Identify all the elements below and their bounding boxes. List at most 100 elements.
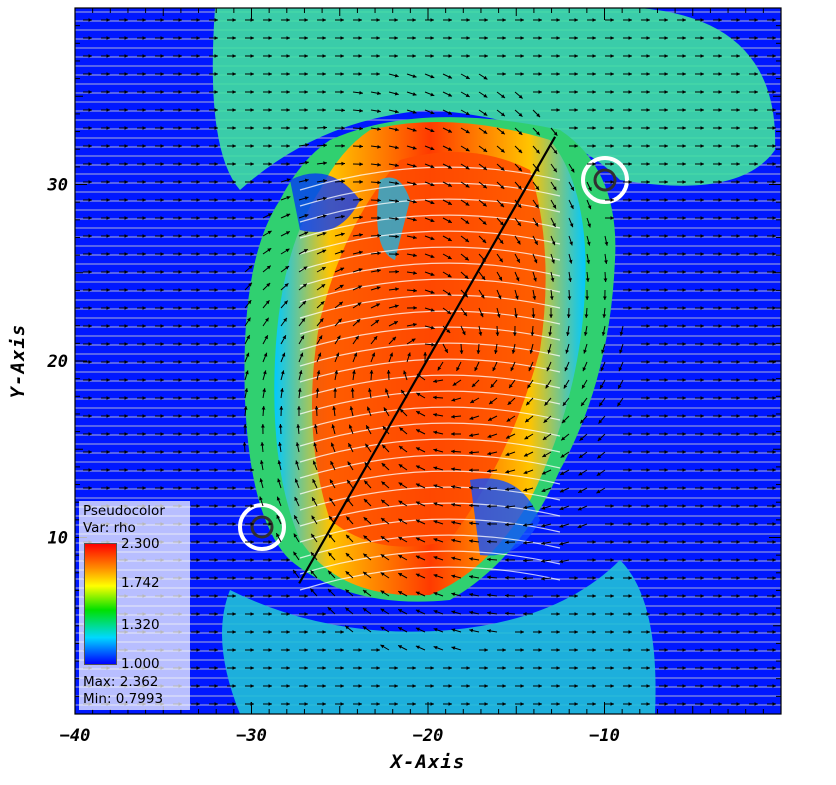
velocity-vector-head <box>268 144 272 148</box>
velocity-vector-head <box>772 522 776 526</box>
velocity-vector-head <box>682 288 686 292</box>
velocity-vector-head <box>754 18 758 22</box>
velocity-vector-head <box>106 234 110 238</box>
velocity-vector-head <box>340 36 344 40</box>
velocity-vector-head <box>304 231 309 236</box>
velocity-vector-head <box>517 203 522 208</box>
velocity-vector-head <box>381 517 385 522</box>
velocity-vector-head <box>592 648 596 652</box>
field-line <box>299 214 561 239</box>
velocity-vector-head <box>736 594 740 598</box>
velocity-vector-head <box>559 559 564 564</box>
velocity-vector-head <box>399 427 404 432</box>
velocity-vector-head <box>718 540 722 544</box>
velocity-vector-head <box>381 481 386 486</box>
velocity-vector-head <box>232 144 236 148</box>
velocity-vector-head <box>359 233 363 237</box>
velocity-vector-head <box>346 516 351 521</box>
velocity-vector-head <box>232 270 236 274</box>
velocity-vector-head <box>366 425 370 430</box>
velocity-vector-head <box>359 162 363 167</box>
velocity-vector-head <box>718 18 722 22</box>
velocity-vector-head <box>407 352 411 357</box>
velocity-vector-head <box>106 126 110 130</box>
velocity-vector-head <box>214 54 218 58</box>
velocity-vector-head <box>466 684 470 688</box>
velocity-vector-head <box>430 254 435 259</box>
velocity-vector-head <box>736 396 740 400</box>
velocity-vector-head <box>512 332 517 336</box>
velocity-vector-head <box>664 108 668 112</box>
velocity-vector-head <box>569 223 574 228</box>
velocity-vector-head <box>358 250 363 255</box>
velocity-vector-head <box>700 450 704 454</box>
velocity-vector-head <box>358 702 362 706</box>
velocity-vector-head <box>88 198 92 202</box>
velocity-vector-head <box>523 558 527 563</box>
velocity-vector-head <box>412 217 417 222</box>
velocity-vector-head <box>718 180 722 184</box>
velocity-vector-head <box>700 162 704 166</box>
velocity-vector-head <box>433 379 437 384</box>
velocity-vector-head <box>517 222 521 227</box>
velocity-vector-head <box>469 592 474 597</box>
velocity-vector-head <box>430 702 434 706</box>
velocity-vector-head <box>505 575 509 580</box>
velocity-vector-head <box>276 496 281 501</box>
velocity-vector-head <box>524 435 529 440</box>
velocity-vector-head <box>106 180 110 184</box>
velocity-vector-head <box>772 108 776 112</box>
velocity-vector-head <box>718 126 722 130</box>
velocity-vector-head <box>592 594 596 598</box>
velocity-vector-head <box>232 486 236 490</box>
velocity-vector-head <box>196 18 200 22</box>
velocity-vector-head <box>523 487 528 492</box>
velocity-vector-head <box>664 342 668 346</box>
velocity-vector-head <box>142 396 146 400</box>
velocity-vector-head <box>196 288 200 292</box>
velocity-vector-head <box>646 630 650 634</box>
velocity-vector-head <box>646 612 650 616</box>
velocity-vector-head <box>250 126 254 130</box>
velocity-vector-head <box>412 322 417 327</box>
velocity-vector-head <box>592 612 596 616</box>
velocity-vector-head <box>476 350 481 354</box>
velocity-vector-head <box>433 466 438 471</box>
velocity-vector-head <box>772 648 776 652</box>
velocity-vector-head <box>754 612 758 616</box>
velocity-vector-head <box>646 108 650 112</box>
velocity-vector-head <box>303 249 308 253</box>
velocity-vector-head <box>268 522 272 526</box>
velocity-vector-head <box>250 522 254 526</box>
velocity-vector-head <box>250 684 254 688</box>
velocity-vector-head <box>399 445 403 450</box>
velocity-vector-head <box>88 342 92 346</box>
velocity-vector-head <box>556 36 560 40</box>
velocity-vector-head <box>214 144 218 148</box>
velocity-vector-head <box>124 342 128 346</box>
velocity-vector-head <box>380 608 385 613</box>
velocity-vector-head <box>682 324 686 328</box>
velocity-vector-head <box>232 630 236 634</box>
velocity-vector-head <box>285 231 290 235</box>
velocity-vector-head <box>718 450 722 454</box>
velocity-vector-head <box>345 589 350 594</box>
velocity-vector-head <box>664 558 668 562</box>
velocity-vector-head <box>448 18 452 22</box>
velocity-vector-head <box>394 109 399 114</box>
velocity-vector-head <box>260 424 265 428</box>
velocity-vector-head <box>610 216 614 220</box>
velocity-vector-head <box>268 90 272 94</box>
velocity-vector-head <box>124 216 128 220</box>
velocity-vector-head <box>312 497 316 502</box>
velocity-vector-head <box>718 72 722 76</box>
velocity-vector-head <box>628 504 632 508</box>
velocity-vector-head <box>178 162 182 166</box>
velocity-vector-head <box>628 648 632 652</box>
velocity-vector-head <box>736 54 740 58</box>
velocity-vector-head <box>124 54 128 58</box>
velocity-vector-head <box>262 388 267 392</box>
velocity-vector-head <box>214 432 218 436</box>
velocity-vector-head <box>124 306 128 310</box>
velocity-vector-head <box>364 480 369 485</box>
